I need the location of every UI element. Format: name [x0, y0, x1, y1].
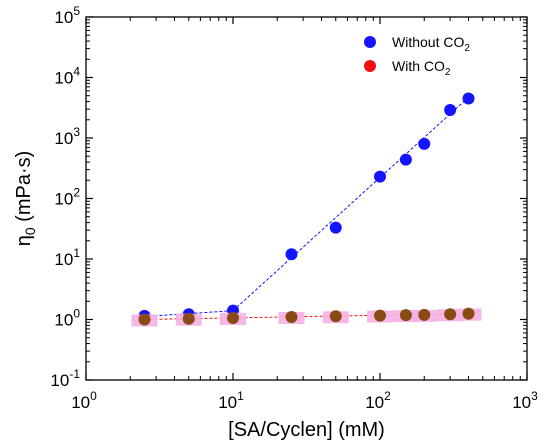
legend-label-with-co2: With CO2 [392, 58, 451, 78]
x-tick-label: 102 [365, 389, 391, 412]
axis-ticks [85, 16, 528, 381]
tick-label-base: 10 [54, 250, 73, 269]
tick-label-exponent: 3 [73, 125, 80, 139]
legend-label-subscript: 2 [464, 43, 470, 54]
legend: Without CO2 With CO2 [364, 34, 470, 78]
y-tick-label: 101 [54, 246, 80, 269]
tick-label-exponent: 0 [73, 307, 80, 321]
tick-label-exponent: 2 [384, 389, 391, 403]
tick-label-exponent: 4 [73, 65, 80, 79]
tick-label-base: 10 [50, 371, 69, 390]
legend-item-with-co2: With CO2 [364, 58, 451, 78]
x-axis-title: [SA/Cyclen] (mM) [228, 419, 385, 441]
y-tick-label: 102 [54, 186, 80, 209]
data-point [329, 221, 342, 234]
data-point [374, 309, 386, 322]
data-point [374, 170, 386, 183]
data-point [462, 92, 475, 105]
tick-label-base: 10 [54, 311, 73, 330]
data-point [399, 153, 412, 166]
tick-label-exponent: 5 [73, 4, 80, 18]
plot-marks [131, 92, 482, 327]
y-axis-title-symbol: η [13, 235, 35, 246]
tick-label-exponent: -1 [69, 367, 80, 381]
data-point [329, 310, 342, 323]
series-1 [131, 307, 482, 327]
data-point [444, 104, 457, 117]
legend-label-main: With CO [392, 58, 445, 74]
legend-item-without-co2: Without CO2 [364, 34, 470, 54]
data-point [399, 309, 412, 322]
data-point [285, 310, 298, 323]
data-point [418, 308, 431, 321]
legend-marker-without-co2 [364, 36, 376, 48]
fit-line [232, 96, 469, 312]
y-tick-label: 104 [54, 65, 80, 88]
tick-label-exponent: 1 [237, 389, 244, 403]
y-tick-label: 105 [54, 4, 80, 27]
tick-label-exponent: 0 [90, 389, 97, 403]
y-tick-label: 100 [54, 307, 80, 330]
data-point [138, 313, 151, 326]
tick-label-base: 10 [71, 393, 90, 412]
tick-label-base: 10 [218, 393, 237, 412]
data-point [285, 248, 298, 261]
tick-label-exponent: 1 [73, 246, 80, 260]
data-point [462, 307, 475, 320]
y-tick-label: 10-1 [50, 367, 80, 390]
tick-label-base: 10 [54, 129, 73, 148]
data-point [444, 308, 457, 321]
tick-label-base: 10 [54, 69, 73, 88]
tick-label-base: 10 [54, 190, 73, 209]
legend-label-subscript: 2 [445, 67, 451, 78]
tick-label-exponent: 2 [73, 186, 80, 200]
y-axis-title-subscript: 0 [22, 227, 38, 235]
y-tick-label: 103 [54, 125, 80, 148]
tick-label-base: 10 [54, 8, 73, 27]
legend-label-without-co2: Without CO2 [392, 34, 470, 54]
data-point [418, 137, 431, 150]
x-tick-label: 100 [71, 389, 97, 412]
tick-label-base: 10 [512, 393, 531, 412]
x-tick-label: 101 [218, 389, 244, 412]
tick-label-base: 10 [365, 393, 384, 412]
legend-marker-with-co2 [364, 60, 376, 72]
legend-label-main: Without CO [392, 34, 464, 50]
data-point [227, 311, 239, 324]
data-point [182, 312, 195, 325]
tick-label-exponent: 3 [531, 389, 538, 403]
series-0 [138, 92, 475, 322]
y-axis-title: η0 (mPa·s) [13, 151, 38, 247]
x-tick-label: 103 [512, 389, 538, 412]
y-axis-title-unit: (mPa·s) [13, 151, 35, 228]
